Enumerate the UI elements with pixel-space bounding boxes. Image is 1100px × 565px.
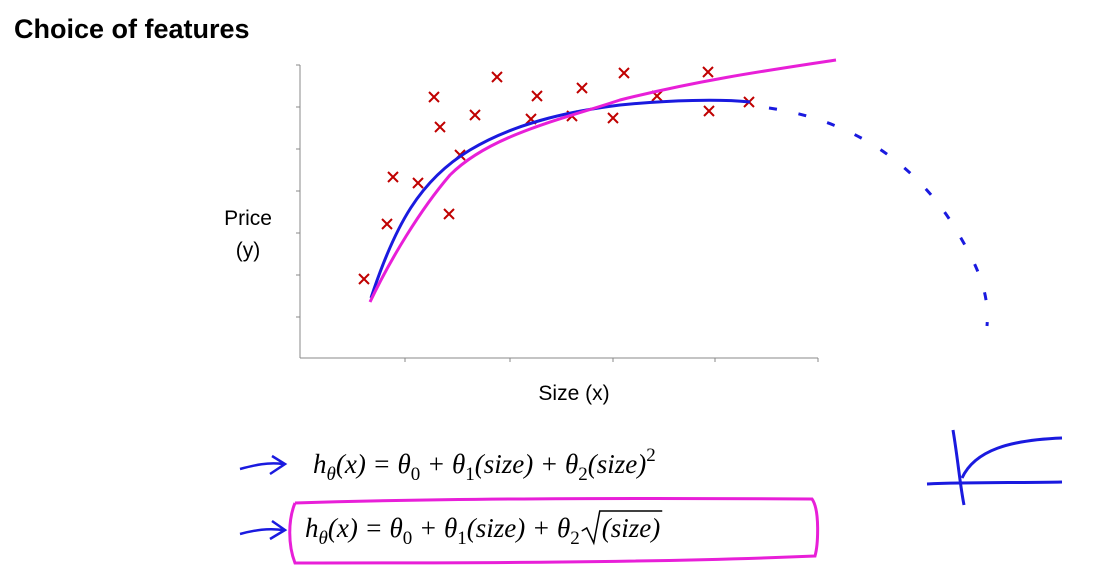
sqrt-sign: [581, 510, 663, 546]
cross: [607, 112, 619, 124]
formula-text: (x) = θ: [336, 449, 411, 479]
formula-sub: 0: [403, 528, 413, 549]
cross: [358, 273, 370, 285]
sketch: [926, 429, 1063, 506]
y-axis-label: (y): [236, 239, 261, 262]
cross: [443, 208, 455, 220]
formula: hθ(x) = θ0 + θ1(size) + θ2(size)2: [313, 445, 656, 485]
arrow: [239, 519, 288, 541]
formula-text: (size): [588, 449, 646, 479]
formula-sub: θ: [319, 528, 328, 549]
cross: [428, 91, 440, 103]
cross: [703, 105, 715, 117]
formula-sub: 1: [457, 528, 467, 549]
x-axis-label: Size (x): [538, 382, 609, 405]
formula-text: (x) = θ: [328, 513, 403, 543]
y-axis-label: Price: [224, 207, 272, 230]
formula-sub: 0: [411, 464, 421, 485]
cross: [387, 171, 399, 183]
formula-sub: 2: [578, 464, 588, 485]
formula-text: h: [313, 449, 327, 479]
axes: [296, 64, 819, 362]
cross: [381, 218, 393, 230]
extrapolation: [768, 106, 989, 327]
formula-sub: θ: [327, 464, 336, 485]
cross: [434, 121, 446, 133]
formula-text: (size) + θ: [475, 449, 578, 479]
formula-sup: 2: [646, 445, 656, 466]
formula-text: h: [305, 513, 319, 543]
formula-sub: 2: [570, 528, 580, 549]
cross: [576, 82, 588, 94]
fit-curve: [368, 58, 837, 303]
fit-curve: [369, 98, 751, 299]
formula-text: + θ: [412, 513, 457, 543]
cross: [412, 177, 424, 189]
formula-text: + θ: [420, 449, 465, 479]
cross: [469, 109, 481, 121]
formula-sqrt: (size): [602, 513, 660, 543]
cross: [618, 67, 630, 79]
formula: hθ(x) = θ0 + θ1(size) + θ2 (size): [305, 513, 660, 549]
formula-sub: 1: [465, 464, 475, 485]
cross: [702, 66, 714, 78]
arrow: [239, 454, 288, 476]
cross: [491, 71, 503, 83]
highlight-box: [288, 496, 820, 565]
slide-title: Choice of features: [14, 14, 250, 44]
formula-text: (size) + θ: [467, 513, 570, 543]
cross: [531, 90, 543, 102]
